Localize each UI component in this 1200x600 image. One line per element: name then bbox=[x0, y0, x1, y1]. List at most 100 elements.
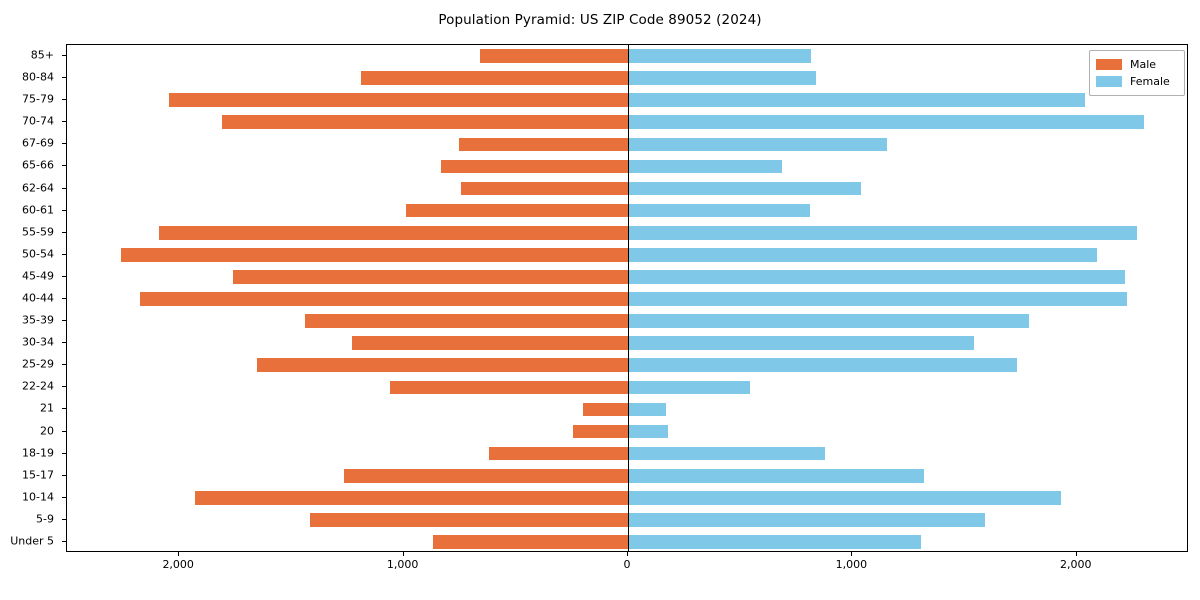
y-axis-tick-label: 5-9 bbox=[36, 512, 54, 526]
pyramid-row bbox=[67, 446, 1187, 461]
bar-female bbox=[628, 490, 1062, 505]
y-axis-tick-mark bbox=[62, 298, 66, 299]
y-axis-tick-label: 67-69 bbox=[22, 136, 54, 150]
pyramid-row bbox=[67, 490, 1187, 505]
y-axis-tick-label: 35-39 bbox=[22, 313, 54, 327]
pyramid-row bbox=[67, 115, 1187, 130]
pyramid-row bbox=[67, 181, 1187, 196]
bar-male bbox=[573, 424, 628, 439]
bar-female bbox=[628, 446, 826, 461]
y-axis-tick-label: 20 bbox=[40, 424, 54, 438]
bar-female bbox=[628, 71, 817, 85]
legend-label: Male bbox=[1130, 58, 1157, 71]
bar-male bbox=[310, 513, 628, 527]
y-axis-tick-mark bbox=[62, 187, 66, 189]
y-axis-tick-mark bbox=[62, 55, 66, 57]
y-axis-tick-mark bbox=[62, 452, 66, 454]
pyramid-row bbox=[67, 137, 1187, 152]
legend-item: Female bbox=[1096, 73, 1178, 90]
y-axis-tick-mark bbox=[62, 364, 66, 366]
y-axis-tick-label: 30-34 bbox=[22, 335, 54, 349]
y-axis-tick-mark bbox=[62, 121, 66, 123]
bar-female bbox=[628, 380, 751, 395]
pyramid-row bbox=[67, 203, 1187, 218]
pyramid-row bbox=[67, 225, 1187, 240]
pyramid-row bbox=[67, 71, 1187, 85]
y-axis-tick-mark bbox=[62, 496, 66, 498]
y-axis-tick-mark bbox=[62, 430, 66, 432]
bar-male bbox=[256, 358, 628, 373]
bar-male bbox=[360, 71, 628, 85]
bar-female bbox=[628, 270, 1126, 284]
bar-female bbox=[628, 247, 1097, 262]
plot-area bbox=[67, 45, 1187, 551]
y-axis-tick-label: 55-59 bbox=[22, 225, 54, 239]
y-axis-tick-mark bbox=[62, 209, 66, 211]
pyramid-row bbox=[67, 380, 1187, 395]
pyramid-row bbox=[67, 424, 1187, 439]
x-axis-tick-label: 1,000 bbox=[386, 558, 419, 571]
y-axis-tick-label: 80-84 bbox=[22, 70, 54, 84]
bar-female bbox=[628, 314, 1029, 328]
bar-female bbox=[628, 513, 985, 527]
bar-female bbox=[628, 49, 811, 63]
bar-female bbox=[628, 93, 1085, 108]
y-axis-tick-label: 40-44 bbox=[22, 291, 54, 305]
bar-male bbox=[233, 270, 628, 284]
y-axis-tick-label: 21 bbox=[40, 401, 54, 415]
pyramid-row bbox=[67, 159, 1187, 174]
bar-male bbox=[432, 535, 628, 549]
bar-male bbox=[159, 225, 628, 240]
y-axis-tick-label: 22-24 bbox=[22, 379, 54, 393]
bar-male bbox=[479, 49, 628, 63]
y-axis-tick-mark bbox=[62, 77, 66, 79]
y-axis-tick-label: Under 5 bbox=[10, 534, 54, 548]
bar-male bbox=[139, 292, 628, 306]
bar-male bbox=[169, 93, 628, 108]
bar-female bbox=[628, 137, 888, 152]
y-axis-tick-label: 50-54 bbox=[22, 247, 54, 261]
y-axis-tick-label: 65-66 bbox=[22, 158, 54, 172]
pyramid-row bbox=[67, 270, 1187, 284]
y-axis-tick-label: 85+ bbox=[30, 48, 54, 62]
pyramid-row bbox=[67, 358, 1187, 373]
bar-male bbox=[583, 402, 628, 417]
x-axis-tick-mark bbox=[1075, 552, 1077, 556]
pyramid-row bbox=[67, 49, 1187, 63]
y-axis-tick-mark bbox=[62, 165, 66, 167]
plot-frame bbox=[66, 44, 1188, 552]
chart-legend: Male Female bbox=[1089, 50, 1185, 96]
x-axis-tick-label: 1,000 bbox=[835, 558, 868, 571]
pyramid-row bbox=[67, 314, 1187, 328]
bar-male bbox=[440, 159, 628, 174]
bar-male bbox=[390, 380, 628, 395]
bar-female bbox=[628, 203, 810, 218]
x-axis-tick-mark bbox=[627, 552, 628, 556]
x-axis-tick-mark bbox=[402, 552, 404, 556]
y-axis-tick-label: 45-49 bbox=[22, 269, 54, 283]
bar-male bbox=[405, 203, 628, 218]
y-axis-tick-mark bbox=[62, 518, 66, 520]
y-axis-tick-mark bbox=[62, 231, 66, 233]
y-axis-tick-mark bbox=[62, 386, 66, 388]
x-axis-tick-mark bbox=[851, 552, 853, 556]
bar-male bbox=[344, 468, 628, 483]
y-axis-tick-mark bbox=[62, 275, 66, 277]
y-axis-tick-mark bbox=[62, 143, 66, 145]
y-axis-tick-labels: 85+ 80-84 75-79 70-74 67-69 65-66 62-64 60-61 55… bbox=[0, 44, 60, 552]
x-axis-tick-label: 0 bbox=[623, 558, 631, 571]
y-axis-tick-mark bbox=[62, 342, 66, 344]
bar-male bbox=[351, 336, 628, 350]
pyramid-row bbox=[67, 513, 1187, 527]
pyramid-row bbox=[67, 468, 1187, 483]
y-axis-tick-label: 70-74 bbox=[22, 114, 54, 128]
pyramid-row bbox=[67, 402, 1187, 417]
y-axis-tick-label: 10-14 bbox=[22, 490, 54, 504]
bar-male bbox=[120, 247, 628, 262]
pyramid-row bbox=[67, 535, 1187, 549]
bar-female bbox=[628, 336, 974, 350]
zero-axis-line bbox=[628, 45, 629, 551]
bar-female bbox=[628, 358, 1018, 373]
pyramid-row bbox=[67, 93, 1187, 108]
